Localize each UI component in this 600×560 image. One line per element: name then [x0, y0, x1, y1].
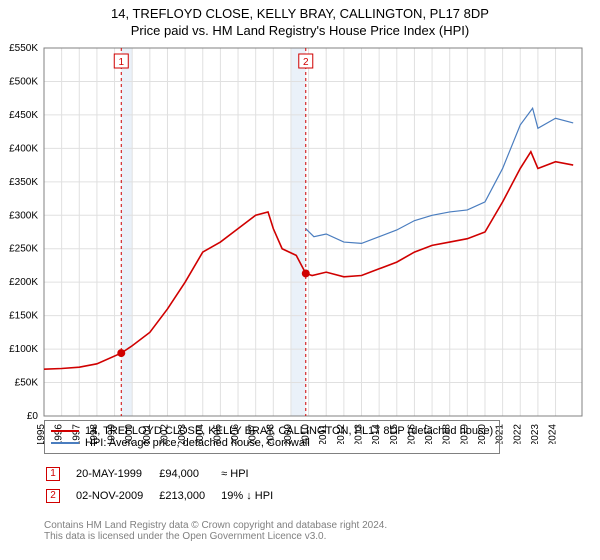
- y-tick-label: £0: [27, 411, 39, 422]
- svg-text:1: 1: [118, 57, 124, 68]
- transaction-date: 20-MAY-1999: [76, 464, 157, 484]
- legend-label: HPI: Average price, detached house, Corn…: [85, 437, 310, 449]
- transaction-marker-icon: 1: [46, 467, 60, 481]
- y-tick-label: £300K: [9, 210, 38, 221]
- transaction-delta: ≈ HPI: [221, 464, 287, 484]
- y-tick-label: £50K: [15, 378, 39, 389]
- y-tick-label: £400K: [9, 143, 38, 154]
- y-tick-label: £450K: [9, 110, 38, 121]
- legend-swatch: [51, 430, 79, 432]
- legend-swatch: [51, 442, 79, 444]
- y-tick-label: £350K: [9, 177, 38, 188]
- footer-line1: Contains HM Land Registry data © Crown c…: [44, 520, 387, 531]
- legend-row: 14, TREFLOYD CLOSE, KELLY BRAY, CALLINGT…: [51, 425, 493, 437]
- transactions-table: 1 20-MAY-1999£94,000≈ HPI 2 02-NOV-2009£213…: [44, 462, 289, 508]
- y-tick-label: £250K: [9, 244, 38, 255]
- svg-text:2: 2: [303, 57, 309, 68]
- transaction-date: 02-NOV-2009: [76, 486, 157, 506]
- y-tick-label: £500K: [9, 76, 38, 87]
- transaction-price: £213,000: [159, 486, 219, 506]
- y-tick-label: £100K: [9, 344, 38, 355]
- price-chart: £0 £50K £100K £150K £200K £250K £300K £350K £400…: [0, 0, 600, 444]
- legend-row: HPI: Average price, detached house, Corn…: [51, 437, 493, 449]
- y-tick-label: £150K: [9, 311, 38, 322]
- y-tick-label: £550K: [9, 43, 38, 54]
- footer-line2: This data is licensed under the Open Gov…: [44, 531, 387, 542]
- transaction-row: 1 20-MAY-1999£94,000≈ HPI: [46, 464, 287, 484]
- transaction-delta: 19% ↓ HPI: [221, 486, 287, 506]
- x-tick-label: 2024: [548, 424, 559, 444]
- transaction-row: 2 02-NOV-2009£213,00019% ↓ HPI: [46, 486, 287, 506]
- y-tick-label: £200K: [9, 277, 38, 288]
- legend-label: 14, TREFLOYD CLOSE, KELLY BRAY, CALLINGT…: [85, 425, 493, 437]
- transaction-marker-icon: 2: [46, 489, 60, 503]
- chart-legend: 14, TREFLOYD CLOSE, KELLY BRAY, CALLINGT…: [44, 420, 500, 454]
- transaction-price: £94,000: [159, 464, 219, 484]
- x-tick-label: 2022: [512, 424, 523, 444]
- x-tick-label: 2023: [530, 424, 541, 444]
- chart-footer: Contains HM Land Registry data © Crown c…: [44, 520, 387, 542]
